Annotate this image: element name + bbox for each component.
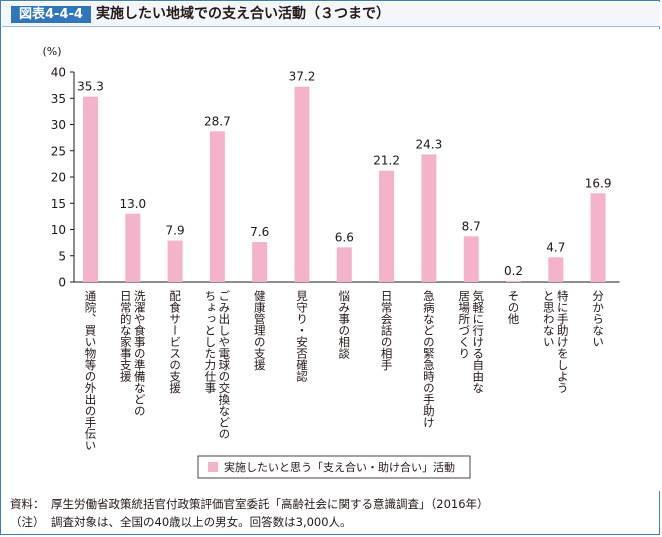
figure-number-badge: 図表4-4-4 — [11, 6, 91, 23]
footnotes: 資料： 厚生労働省政策統括官付政策評価官室委託「高齢社会に関する意識調査」（20… — [10, 495, 489, 531]
legend-label: 実施したいと思う「支え合い・助け合い」活動 — [224, 460, 455, 474]
x-category-label: 日常会話の相手 — [380, 290, 394, 371]
x-category-label: 急病などの緊急時の手助け — [422, 289, 436, 428]
bar — [294, 86, 310, 282]
x-category-label: 日常的な家事支援 — [119, 290, 133, 383]
y-tick-label: 0 — [58, 276, 66, 290]
bar — [209, 131, 225, 282]
survey-note: （注） 調査対象は、全国の40歳以上の男女。回答数は3,000人。 — [10, 513, 489, 531]
x-category-label: ごみ出しや電球の交換などの — [217, 290, 231, 440]
bar — [125, 213, 141, 282]
bar — [506, 280, 521, 282]
bar — [83, 96, 98, 282]
bar — [421, 154, 437, 282]
bar-value-label: 21.2 — [373, 154, 400, 168]
x-category-label: その他 — [507, 290, 521, 325]
y-tick-label: 30 — [51, 118, 66, 132]
x-category-label: 配食サービスの支援 — [168, 290, 182, 394]
bar — [590, 193, 606, 282]
bar-value-label: 7.9 — [166, 224, 185, 238]
bar-value-label: 16.9 — [585, 176, 612, 190]
bar — [463, 236, 479, 282]
chart-panel: (%) 0 5 10 15 20 25 30 35 40 35.3 通院、買い物等の外出の手伝い 13.… — [2, 29, 660, 491]
y-tick-label: 20 — [51, 171, 66, 185]
x-category-label: と思わない — [542, 290, 556, 348]
x-category-label: 健康管理の支援 — [253, 290, 267, 371]
x-category-label: 悩み事の相談 — [337, 289, 351, 360]
y-tick-label: 15 — [51, 197, 66, 211]
source-note: 資料： 厚生労働省政策統括官付政策評価官室委託「高齢社会に関する意識調査」（20… — [10, 495, 489, 513]
bar-value-label: 35.3 — [77, 80, 104, 94]
x-category-label: 洗濯や食事の準備などの — [133, 290, 147, 417]
figure-header: 図表4-4-4 実施したい地域での支え合い活動（３つまで） — [2, 2, 660, 27]
x-category-label: 分からない — [591, 290, 605, 348]
x-category-label: ちょっとした力仕事 — [203, 290, 217, 394]
bar-chart: (%) 0 5 10 15 20 25 30 35 40 35.3 通院、買い物等の外出の手伝い 13.… — [42, 45, 620, 479]
bar — [336, 247, 352, 282]
y-tick-label: 35 — [51, 92, 66, 106]
bar-value-label: 0.2 — [504, 264, 523, 278]
bar-value-label: 7.6 — [250, 225, 269, 239]
x-category-label: 気軽に行ける自由な — [471, 289, 485, 393]
x-category-label: 通院、買い物等の外出の手伝い — [84, 290, 98, 451]
figure-title: 実施したい地域での支え合い活動（３つまで） — [96, 6, 390, 22]
y-axis-unit-label: (%) — [42, 45, 61, 58]
y-tick-label: 10 — [51, 223, 66, 237]
y-tick-label: 40 — [51, 66, 66, 80]
x-category-label: 特に手助けをしよう — [556, 289, 570, 393]
source-label: 資料： — [10, 497, 45, 511]
bar — [167, 240, 183, 282]
legend-swatch — [208, 462, 218, 472]
y-tick-label: 25 — [51, 144, 66, 158]
y-tick-label: 5 — [58, 249, 66, 263]
bar-value-label: 4.7 — [546, 240, 565, 254]
legend-box — [197, 455, 471, 479]
bar-value-label: 37.2 — [289, 70, 316, 84]
x-category-label: 居場所づくり — [457, 290, 471, 359]
source-text: 厚生労働省政策統括官付政策評価官室委託「高齢社会に関する意識調査」（2016年） — [51, 497, 489, 511]
bar-value-label: 6.6 — [335, 230, 354, 244]
bar — [252, 242, 268, 282]
bar — [379, 170, 395, 282]
bar-value-label: 8.7 — [462, 219, 481, 233]
bar — [548, 257, 564, 282]
bar-value-label: 24.3 — [416, 137, 443, 151]
note-label: （注） — [10, 515, 45, 529]
note-text: 調査対象は、全国の40歳以上の男女。回答数は3,000人。 — [51, 515, 352, 529]
bar-value-label: 13.0 — [119, 197, 146, 211]
bar-value-label: 28.7 — [204, 114, 231, 128]
x-category-label: 見守り・安否確認 — [295, 290, 309, 382]
